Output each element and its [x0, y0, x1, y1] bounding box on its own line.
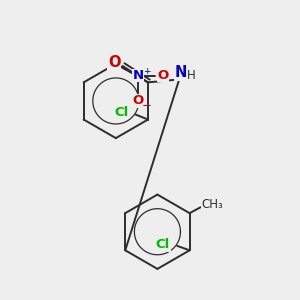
Text: H: H [187, 69, 196, 82]
Text: N: N [133, 69, 144, 82]
Text: −: − [142, 99, 152, 112]
Text: Cl: Cl [114, 106, 128, 118]
Text: O: O [108, 55, 121, 70]
Text: CH₃: CH₃ [201, 198, 223, 211]
Text: O: O [157, 69, 168, 82]
Text: Cl: Cl [156, 238, 170, 251]
Text: O: O [133, 94, 144, 107]
Text: +: + [143, 67, 150, 76]
Text: N: N [175, 65, 187, 80]
